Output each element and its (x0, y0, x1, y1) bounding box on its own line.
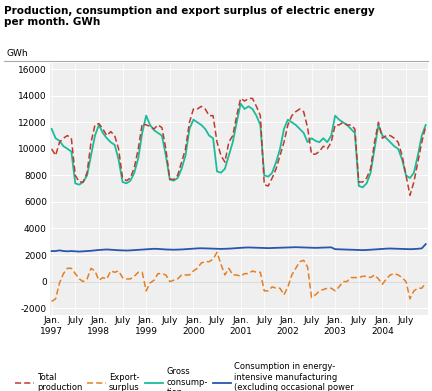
Legend: Total
production, Export-
surplus, Gross
consump-
tion, Consumption in energy-
i: Total production, Export- surplus, Gross… (12, 359, 357, 391)
Text: Production, consumption and export surplus of electric energy
per month. GWh: Production, consumption and export surpl… (4, 6, 375, 27)
Text: GWh: GWh (6, 48, 28, 57)
